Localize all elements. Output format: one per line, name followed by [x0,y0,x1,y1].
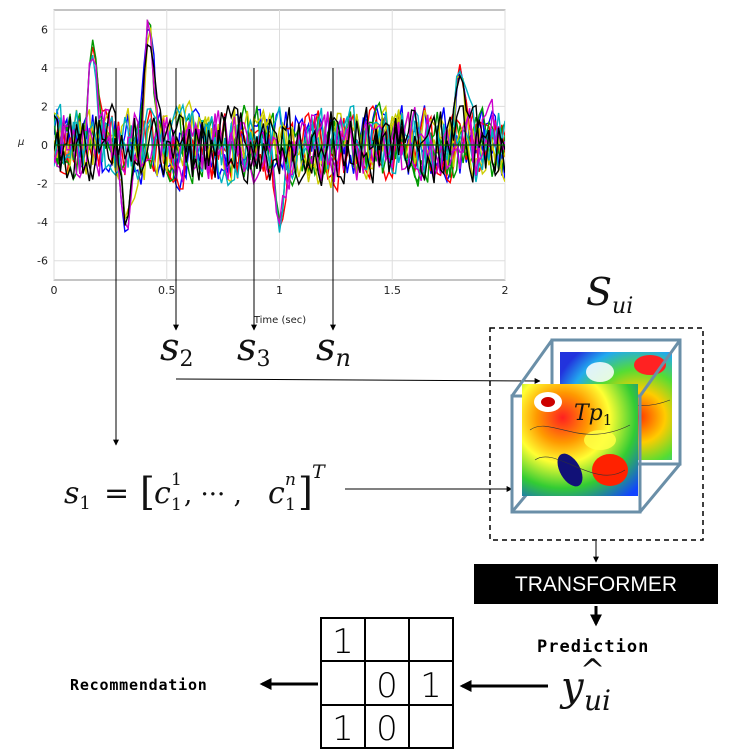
transformer-label: TRANSFORMER [515,573,677,596]
y-tick-label: -2 [37,178,48,191]
eq-lhs: s1 [64,476,91,514]
y-tick-label: 4 [41,62,48,75]
eq-equals: = [104,476,129,511]
eq-cn-sub: 1 [285,495,296,515]
x-tick-label: 0.5 [158,284,176,297]
s1-equation: s1 = [ c 1 1 , ··· , c n 1 ] T [64,461,326,515]
eq-cn-sup: n [285,470,296,490]
yhat-sub: ui [584,684,611,717]
label-sui: Sui [586,270,633,319]
label-s2: s2 [160,325,194,372]
prediction-label: Prediction [537,637,649,657]
eq-dots: , ··· , [184,480,242,510]
series-line [54,57,505,224]
transformer-box [474,564,718,604]
matrix-cell: 0 [376,666,398,706]
matrix-cell: 0 [376,709,398,749]
eq-close-bracket: ] [298,470,313,514]
eq-open-bracket: [ [140,470,155,514]
cube-edge [638,339,682,397]
cube-edge [510,339,554,397]
eq-c1: c [154,476,171,511]
label-sn: sn [316,325,351,372]
series-line [54,75,505,189]
recommendation-label: Recommendation [70,676,208,694]
sample-labels: s2 s3 sn [160,325,351,372]
cube-edge [638,463,682,513]
y-tick-label: -6 [37,255,48,268]
label-s3: s3 [237,325,271,372]
signal-chart: -6 -4 -2 0 2 4 6 0 0.5 1 1.5 2 μ Time (sec) [17,9,509,326]
x-tick-label: 0 [51,284,58,297]
x-tick-label: 2 [502,284,509,297]
eq-transpose: T [312,461,326,483]
x-axis: 0 0.5 1 1.5 2 [51,284,509,297]
rating-matrix: 10 11 0 [320,617,454,749]
series-line [54,73,505,186]
x-tick-label: 1 [276,284,283,297]
heatmap-tp1 [522,384,638,496]
eq-c1-sup: 1 [171,470,182,490]
sui-container [489,327,704,541]
matrix-cell: 1 [332,622,354,662]
sample-arrows [113,68,541,492]
y-tick-label: 0 [41,139,48,152]
eq-cn: c [268,476,285,511]
matrix-cell: 1 [332,709,354,749]
series-line [54,43,505,226]
label-yhat: y ^ ui [559,653,611,717]
eq-c1-sub: 1 [171,495,182,515]
y-tick-label: 2 [41,100,48,113]
x-axis-label: Time (sec) [253,315,306,326]
y-axis-label: μ [17,137,24,148]
yhat-hat: ^ [580,653,605,688]
arrow-to-tp2 [175,377,541,384]
tensor-cube: 2 Tp1 [510,338,682,514]
y-tick-label: 6 [41,23,48,36]
matrix-cell: 1 [420,666,442,706]
series-lines [54,19,505,233]
y-tick-label: -4 [37,216,48,229]
y-axis: -6 -4 -2 0 2 4 6 [37,23,48,267]
label-tp1: Tp1 [574,401,612,429]
yhat-base: y [559,664,585,710]
x-tick-label: 1.5 [384,284,402,297]
